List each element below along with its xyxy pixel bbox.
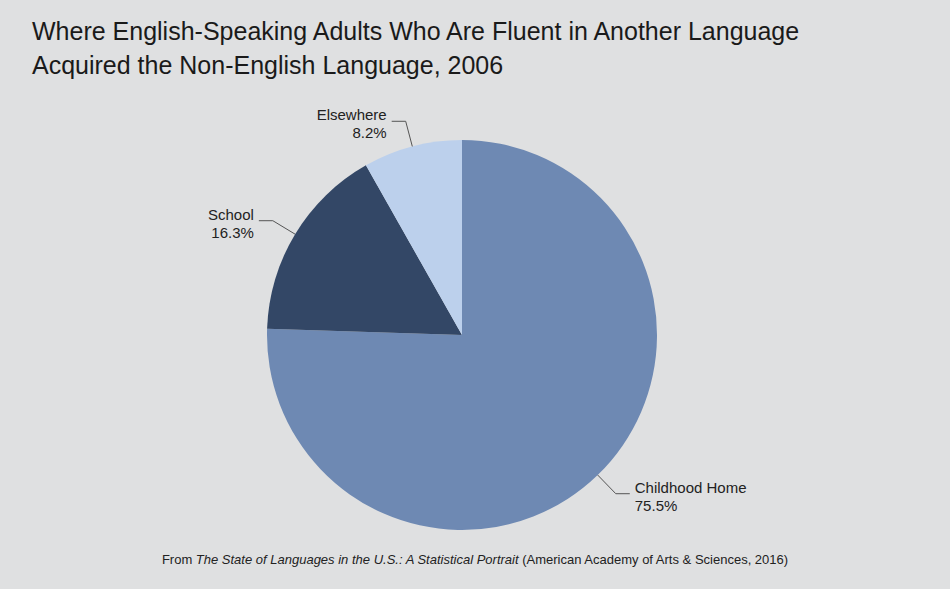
svg-text:16.3%: 16.3% [211, 224, 254, 241]
svg-text:75.5%: 75.5% [635, 497, 678, 514]
svg-text:Childhood Home: Childhood Home [635, 479, 747, 496]
html-text:Where English-Speaking Adults: Where English-Speaking Adults Who Are Fl… [32, 17, 800, 79]
html-text:From The State of Languages in: From The State of Languages in the U.S.:… [161, 552, 789, 567]
svg-text:School: School [208, 206, 254, 223]
svg-text:8.2%: 8.2% [352, 124, 386, 141]
svg-text:Elsewhere: Elsewhere [317, 106, 387, 123]
